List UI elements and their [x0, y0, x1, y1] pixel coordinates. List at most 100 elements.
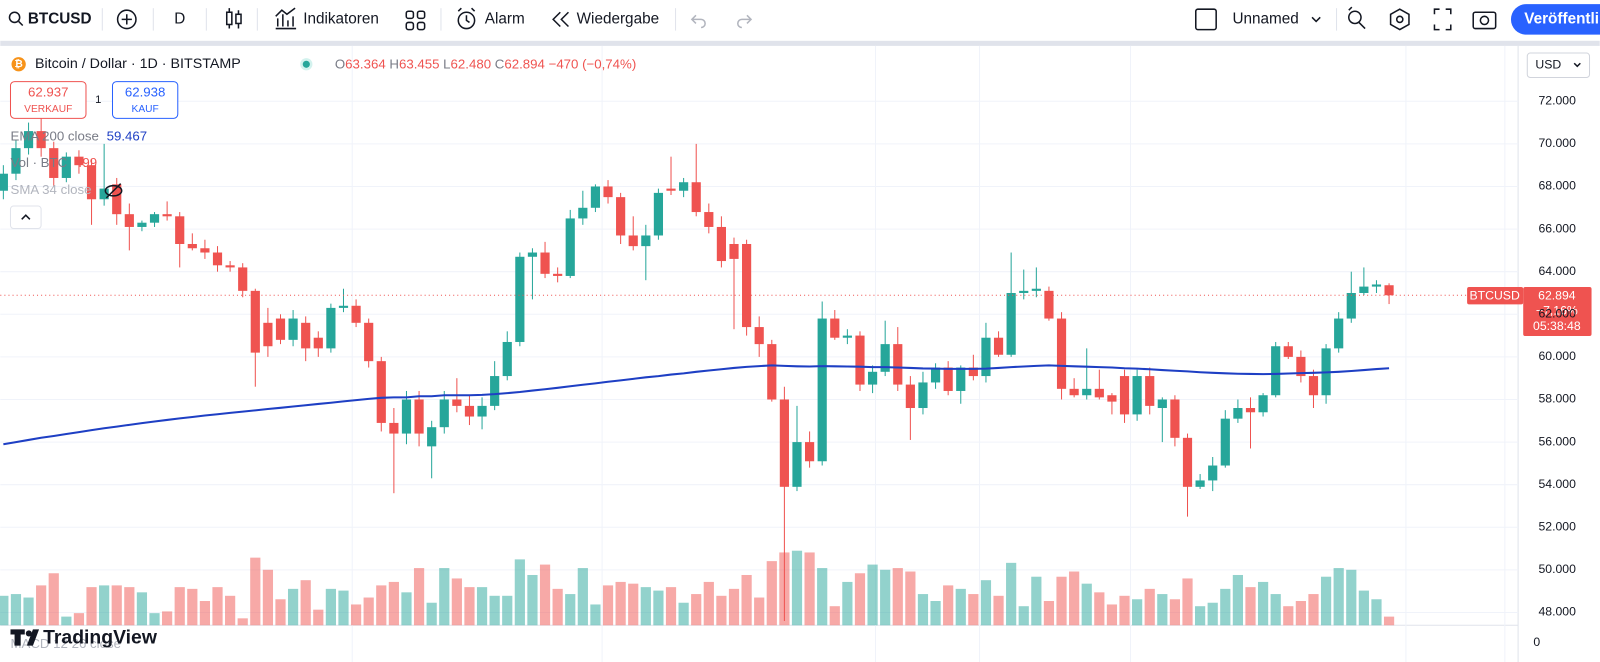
alarm-label[interactable]: Alarm [485, 10, 525, 27]
candle-body [162, 214, 172, 217]
candle-body [1031, 288, 1041, 291]
symbol-logo-glyph: ₿ [15, 58, 23, 70]
candle-body [23, 131, 34, 149]
candle-body [1019, 290, 1029, 293]
volume-bar [1043, 601, 1055, 626]
ohlc-value: 63.364 [345, 56, 386, 71]
volume-bar [880, 569, 891, 626]
candle-body [464, 405, 475, 417]
candle-body [742, 243, 752, 328]
volume-bar [1245, 587, 1256, 626]
undo-button[interactable] [690, 14, 706, 29]
indicators-icon [275, 7, 297, 30]
currency-button[interactable] [1526, 52, 1591, 79]
candle-body [1082, 388, 1092, 396]
price-tag: BTCUSD 62.894 −7,16% 05:38:48 [1467, 287, 1592, 336]
candle-body [86, 165, 97, 200]
snapshot-button[interactable] [1472, 11, 1497, 30]
volume-bar [99, 585, 110, 626]
candle-body [338, 305, 349, 308]
candle-body [1233, 408, 1243, 419]
publish-button[interactable] [1510, 4, 1600, 35]
candle-body [212, 252, 223, 266]
sell-button[interactable]: 62.937 VERKAUF [9, 81, 87, 119]
search-icon [8, 11, 21, 24]
layout-checkbox[interactable] [1195, 8, 1217, 31]
chart-type-button[interactable] [225, 8, 242, 29]
buy-box[interactable] [111, 81, 179, 119]
settings-icon [1395, 15, 1404, 24]
candle-body [553, 273, 563, 276]
layout-name[interactable]: Unnamed [1232, 10, 1298, 27]
candle-body [1006, 292, 1016, 355]
replay-label[interactable]: Wiedergabe [577, 10, 659, 27]
redo-button[interactable] [737, 14, 753, 29]
volume-bar [287, 588, 299, 626]
candle-body [616, 197, 626, 236]
candle-body [74, 156, 84, 166]
replay-button[interactable]: Wiedergabe [552, 10, 659, 27]
candle-body [313, 337, 323, 349]
y-tick-label: 72.000 [1539, 94, 1577, 108]
buy-label[interactable]: KAUF [132, 104, 159, 115]
candle-body [1346, 292, 1356, 319]
volume-bar [1195, 606, 1206, 626]
volume-bar [930, 601, 941, 626]
candle-body [968, 367, 978, 377]
volume-bar [854, 573, 866, 626]
collapse-legend-button[interactable] [9, 205, 42, 229]
sma-visibility-toggle[interactable] [104, 183, 123, 199]
candle-body [981, 337, 991, 377]
ema-value: 59.467 [107, 128, 148, 143]
candle-body [452, 399, 462, 406]
volume-bar [388, 581, 399, 626]
alarm-icon [457, 7, 476, 24]
candle-body [779, 399, 789, 487]
volume-bar [1106, 604, 1118, 626]
sell-price[interactable]: 62.937 [28, 84, 69, 99]
layout-dropdown[interactable] [1311, 16, 1321, 23]
sell-box[interactable] [9, 81, 87, 119]
candle-body [1296, 356, 1306, 377]
candle-body [1258, 395, 1268, 413]
compare-button[interactable] [116, 9, 137, 30]
volume-bar [149, 613, 160, 626]
volume-bar [791, 550, 803, 626]
volume-bar [1157, 594, 1168, 626]
symbol-search[interactable]: BTCUSD [8, 10, 92, 27]
indicators-button[interactable]: Indikatoren [275, 7, 379, 30]
volume-bar [1144, 588, 1155, 626]
camera-icon [1472, 11, 1497, 30]
fullscreen-button[interactable] [1433, 8, 1452, 31]
quick-search-button[interactable] [1348, 6, 1366, 30]
ohlc-value: 63.455 [399, 56, 440, 71]
volume-bar [955, 588, 966, 626]
settings-button[interactable] [1389, 8, 1410, 31]
currency[interactable]: USD [1535, 58, 1561, 72]
tag-symbol: BTCUSD [1469, 288, 1519, 302]
volume-bar [665, 587, 677, 626]
buy-price[interactable]: 62.938 [125, 84, 166, 99]
toolbar-divider [0, 40, 1600, 46]
layouts-button[interactable] [405, 10, 426, 31]
candle-body [641, 235, 651, 247]
brand-logo[interactable]: TradingView [10, 627, 158, 649]
brand[interactable]: TradingView [43, 627, 158, 649]
interval[interactable]: D [174, 10, 185, 27]
symbol[interactable]: BTCUSD [28, 10, 92, 27]
buy-button[interactable]: 62.938 KAUF [111, 81, 179, 119]
volume-bar [10, 594, 22, 626]
volume-bar [1257, 581, 1269, 626]
candle-body [1056, 318, 1067, 389]
ema-line [3, 364, 1390, 446]
publish-label[interactable]: Veröffentli [1524, 10, 1599, 27]
volume-bar [539, 564, 551, 626]
ohlc-value: 62.894 [504, 56, 545, 71]
indicators-label[interactable]: Indikatoren [303, 10, 379, 27]
y-tick-label: 52.000 [1539, 520, 1577, 534]
alarm-button[interactable]: Alarm [457, 7, 525, 30]
sell-label[interactable]: VERKAUF [24, 104, 72, 115]
volume-bar [502, 595, 513, 626]
ohlc-key: L [443, 56, 450, 71]
candle-body [691, 182, 701, 213]
